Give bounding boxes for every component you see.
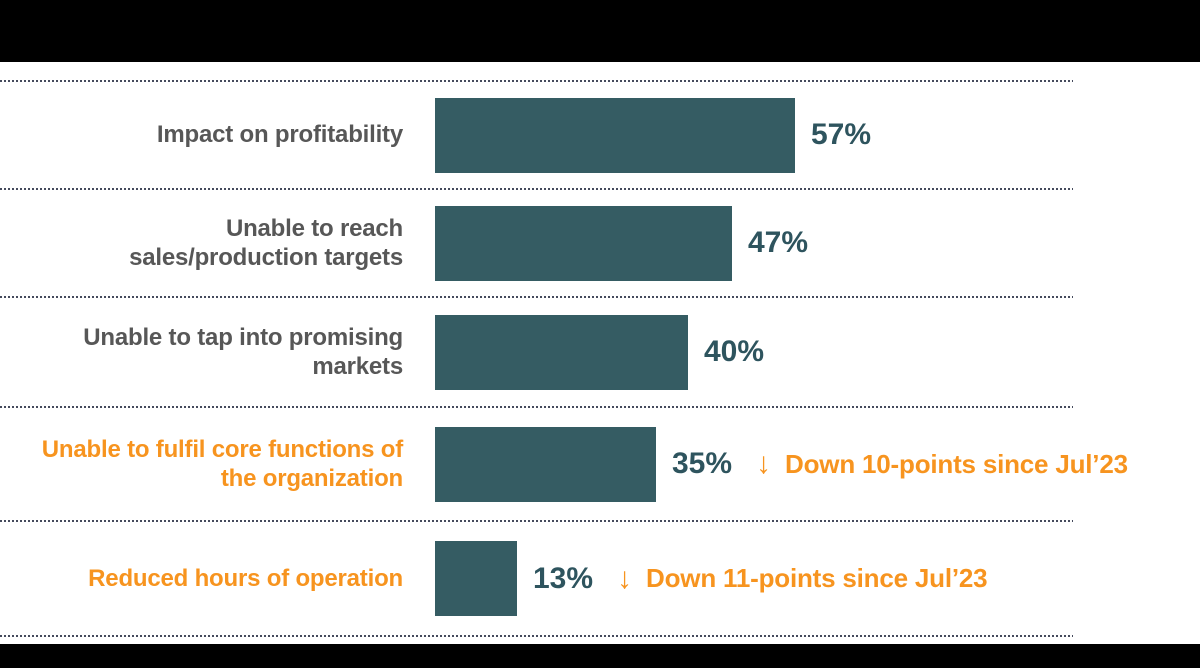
down-arrow-icon: ↓ xyxy=(617,561,633,595)
value-label: 47% xyxy=(748,226,809,259)
bar xyxy=(435,205,732,281)
bar xyxy=(435,97,795,173)
chart-row: Reduced hours of operation 13% ↓ Down 11… xyxy=(0,521,1200,636)
dotted-separator xyxy=(0,635,1073,637)
top-black-band xyxy=(0,0,1200,62)
chart-row: Unable to tap into promising markets 40% xyxy=(0,297,1200,407)
bar xyxy=(435,541,517,616)
dotted-separator xyxy=(0,520,1073,522)
dotted-separator xyxy=(0,80,1073,82)
dotted-separator xyxy=(0,188,1073,190)
change-annotation: Down 11-points since Jul’23 xyxy=(646,563,988,593)
category-label-line: Unable to fulfil core functions of xyxy=(41,435,403,463)
category-label-line: the organization xyxy=(220,465,403,492)
category-label-line: Reduced hours of operation xyxy=(88,564,403,592)
category-label: Reduced hours of operation xyxy=(0,564,403,593)
category-label-line: sales/production targets xyxy=(129,244,403,271)
value-label: 40% xyxy=(704,335,765,368)
dotted-separator xyxy=(0,296,1073,298)
category-label: Unable to fulfil core functions of the o… xyxy=(0,435,403,494)
bottom-black-band xyxy=(0,644,1200,668)
chart-row: Unable to reach sales/production targets… xyxy=(0,189,1200,297)
category-label-line: Unable to reach xyxy=(225,214,403,242)
bar xyxy=(435,314,688,390)
category-label: Unable to reach sales/production targets xyxy=(0,214,403,273)
change-annotation: Down 10-points since Jul’23 xyxy=(785,448,1128,479)
category-label: Unable to tap into promising markets xyxy=(0,323,403,382)
category-label-line: Unable to tap into promising xyxy=(83,323,403,351)
chart-row: Impact on profitability 57% xyxy=(0,81,1200,189)
dotted-separator xyxy=(0,406,1073,408)
chart-row: Unable to fulfil core functions of the o… xyxy=(0,407,1200,521)
bar xyxy=(435,426,656,502)
category-label-line: Impact on profitability xyxy=(156,121,403,149)
value-label: 35% xyxy=(672,447,733,480)
value-label: 57% xyxy=(811,118,872,151)
category-label-line: markets xyxy=(312,353,403,380)
down-arrow-icon: ↓ xyxy=(756,447,772,480)
category-label: Impact on profitability xyxy=(0,120,403,149)
value-label: 13% xyxy=(533,561,594,595)
